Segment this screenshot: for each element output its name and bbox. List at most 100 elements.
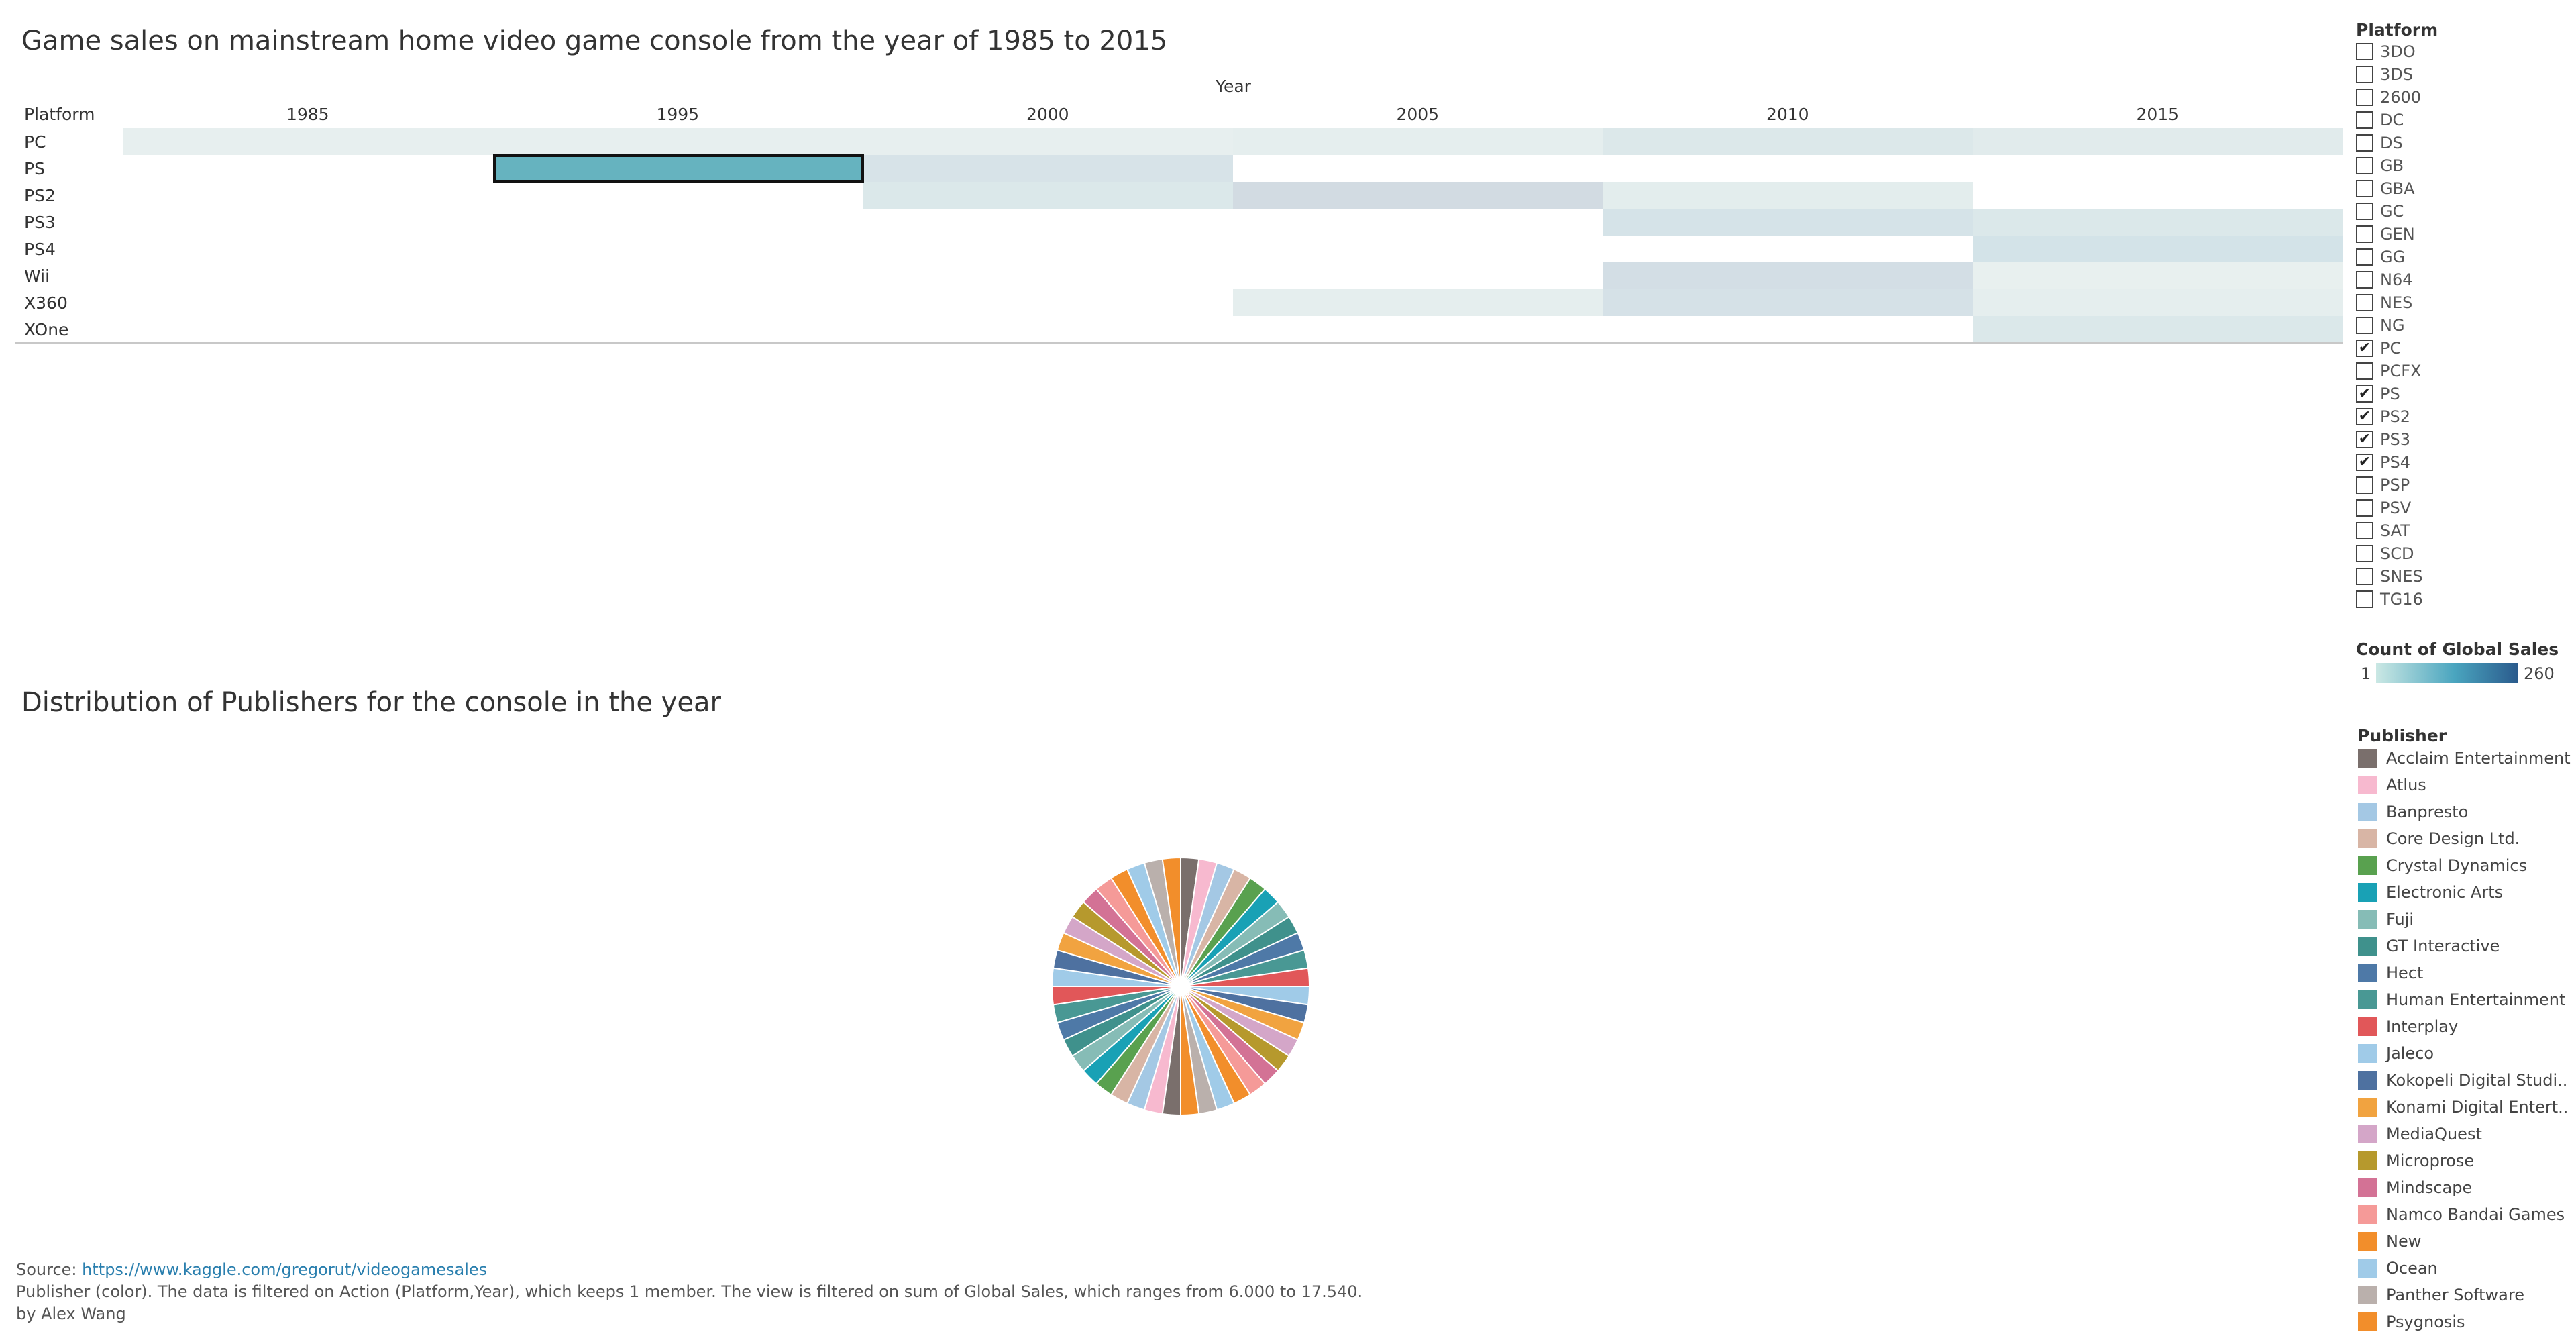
publisher-legend-item[interactable]: Acclaim Entertainment	[2358, 745, 2571, 772]
platform-filter-item-n64[interactable]: N64	[2356, 268, 2413, 291]
heatmap-cell-ps-2000[interactable]	[863, 155, 1233, 182]
heatmap-cell-pc-1995[interactable]	[492, 128, 863, 155]
platform-filter-item-gb[interactable]: GB	[2356, 154, 2404, 177]
heatmap-cell-ps2-2005[interactable]	[1232, 182, 1603, 209]
publisher-legend-item[interactable]: Ocean	[2358, 1255, 2438, 1282]
heatmap-cell-ps3-2010[interactable]	[1603, 209, 1973, 236]
platform-filter-item-snes[interactable]: SNES	[2356, 565, 2423, 588]
heatmap-cell-ps2-2000[interactable]	[863, 182, 1233, 209]
publisher-legend-item[interactable]: Interplay	[2358, 1013, 2458, 1040]
platform-filter-item-sat[interactable]: SAT	[2356, 519, 2410, 542]
platform-filter-item-scd[interactable]: SCD	[2356, 542, 2414, 565]
publisher-color-swatch	[2358, 883, 2377, 902]
checked-checkbox-icon[interactable]: ✔	[2356, 454, 2373, 471]
checkbox-icon[interactable]	[2356, 476, 2373, 494]
pie-slice[interactable]	[1161, 856, 1181, 987]
platform-filter-item-3do[interactable]: 3DO	[2356, 40, 2416, 63]
heatmap-cell-x360-2015[interactable]	[1972, 289, 2343, 316]
publisher-legend-item[interactable]: Human Entertainment	[2358, 986, 2565, 1013]
footer-source-link[interactable]: https://www.kaggle.com/gregorut/videogam…	[82, 1260, 488, 1279]
publisher-legend-item[interactable]: Core Design Ltd.	[2358, 825, 2520, 852]
checkbox-icon[interactable]	[2356, 590, 2373, 608]
publisher-legend-label: Crystal Dynamics	[2386, 856, 2528, 875]
platform-filter-item-gba[interactable]: GBA	[2356, 177, 2414, 200]
platform-filter-item-ps2[interactable]: ✔ PS2	[2356, 405, 2410, 428]
checkbox-icon[interactable]	[2356, 522, 2373, 539]
heatmap-cell-pc-2000[interactable]	[863, 128, 1233, 155]
checked-checkbox-icon[interactable]: ✔	[2356, 431, 2373, 448]
platform-filter-item-3ds[interactable]: 3DS	[2356, 63, 2413, 86]
publisher-legend-item[interactable]: Mindscape	[2358, 1174, 2472, 1201]
platform-filter-item-gg[interactable]: GG	[2356, 246, 2405, 268]
publisher-legend-item[interactable]: Psygnosis	[2358, 1308, 2465, 1335]
platform-filter-item-psp[interactable]: PSP	[2356, 474, 2410, 497]
platform-filter-item-ds[interactable]: DS	[2356, 132, 2403, 154]
checkbox-icon[interactable]	[2356, 111, 2373, 129]
platform-filter-item-dc[interactable]: DC	[2356, 109, 2404, 132]
checkbox-icon[interactable]	[2356, 157, 2373, 174]
heatmap-cell-ps4-2015[interactable]	[1972, 236, 2343, 262]
platform-filter-item-ps[interactable]: ✔ PS	[2356, 382, 2400, 405]
publisher-legend-item[interactable]: Fuji	[2358, 906, 2414, 933]
checkbox-icon[interactable]	[2356, 134, 2373, 152]
heatmap-cell-pc-2010[interactable]	[1603, 128, 1973, 155]
checkbox-icon[interactable]	[2356, 545, 2373, 562]
checked-checkbox-icon[interactable]: ✔	[2356, 340, 2373, 357]
heatmap-cell-ps3-2015[interactable]	[1972, 209, 2343, 236]
platform-filter-item-nes[interactable]: NES	[2356, 291, 2412, 314]
heatmap-cell-xone-2015[interactable]	[1972, 316, 2343, 343]
heatmap-cell-x360-2005[interactable]	[1232, 289, 1603, 316]
publisher-legend-item[interactable]: GT Interactive	[2358, 933, 2500, 960]
publisher-legend-item[interactable]: New	[2358, 1228, 2421, 1255]
checkbox-icon[interactable]	[2356, 203, 2373, 220]
heatmap-cell-x360-2010[interactable]	[1603, 289, 1973, 316]
publisher-legend-item[interactable]: MediaQuest	[2358, 1121, 2482, 1147]
heatmap-cell-pc-2015[interactable]	[1972, 128, 2343, 155]
platform-filter-item-tg16[interactable]: TG16	[2356, 588, 2423, 611]
heatmap-cell-ps2-2010[interactable]	[1603, 182, 1973, 209]
checkbox-icon[interactable]	[2356, 362, 2373, 380]
publisher-legend-item[interactable]: Kokopeli Digital Studi..	[2358, 1067, 2567, 1094]
checkbox-icon[interactable]	[2356, 271, 2373, 289]
checked-checkbox-icon[interactable]: ✔	[2356, 385, 2373, 403]
checkbox-icon[interactable]	[2356, 66, 2373, 83]
checkbox-icon[interactable]	[2356, 294, 2373, 311]
platform-filter-label: SNES	[2380, 567, 2423, 586]
heatmap-cell-wii-2015[interactable]	[1972, 262, 2343, 289]
heatmap-cell-pc-2005[interactable]	[1232, 128, 1603, 155]
publisher-legend-item[interactable]: Jaleco	[2358, 1040, 2434, 1067]
heatmap-cell-wii-2010[interactable]	[1603, 262, 1973, 289]
publisher-legend-item[interactable]: Panther Software	[2358, 1282, 2524, 1308]
platform-filter-item-ps4[interactable]: ✔ PS4	[2356, 451, 2410, 474]
platform-filter-item-ps3[interactable]: ✔ PS3	[2356, 428, 2410, 451]
publisher-legend-item[interactable]: Namco Bandai Games	[2358, 1201, 2565, 1228]
checkbox-icon[interactable]	[2356, 248, 2373, 266]
checked-checkbox-icon[interactable]: ✔	[2356, 408, 2373, 425]
platform-filter-item-2600[interactable]: 2600	[2356, 86, 2421, 109]
platform-filter-item-psv[interactable]: PSV	[2356, 497, 2411, 519]
publisher-legend-item[interactable]: Hect	[2358, 960, 2423, 986]
publisher-legend-item[interactable]: Atlus	[2358, 772, 2426, 798]
publisher-legend-item[interactable]: Crystal Dynamics	[2358, 852, 2527, 879]
heatmap-cell-ps-1995[interactable]	[492, 155, 863, 182]
checkbox-icon[interactable]	[2356, 43, 2373, 60]
publisher-legend-item[interactable]: Microprose	[2358, 1147, 2474, 1174]
checkbox-icon[interactable]	[2356, 568, 2373, 585]
platform-filter-item-gc[interactable]: GC	[2356, 200, 2404, 223]
checkbox-icon[interactable]	[2356, 317, 2373, 334]
publisher-legend-label: Panther Software	[2386, 1286, 2524, 1304]
platform-filter-item-pcfx[interactable]: PCFX	[2356, 360, 2421, 382]
pie-title: Distribution of Publishers for the conso…	[21, 687, 721, 718]
publisher-legend-item[interactable]: Banpresto	[2358, 798, 2468, 825]
publisher-legend-item[interactable]: Konami Digital Entert..	[2358, 1094, 2568, 1121]
heatmap-cell-pc-1985[interactable]	[123, 128, 493, 155]
checkbox-icon[interactable]	[2356, 499, 2373, 517]
publisher-pie-chart[interactable]	[1046, 852, 1315, 1121]
checkbox-icon[interactable]	[2356, 225, 2373, 243]
platform-filter-item-pc[interactable]: ✔ PC	[2356, 337, 2401, 360]
checkbox-icon[interactable]	[2356, 180, 2373, 197]
checkbox-icon[interactable]	[2356, 89, 2373, 106]
platform-filter-item-ng[interactable]: NG	[2356, 314, 2405, 337]
publisher-legend-item[interactable]: Electronic Arts	[2358, 879, 2503, 906]
platform-filter-item-gen[interactable]: GEN	[2356, 223, 2415, 246]
